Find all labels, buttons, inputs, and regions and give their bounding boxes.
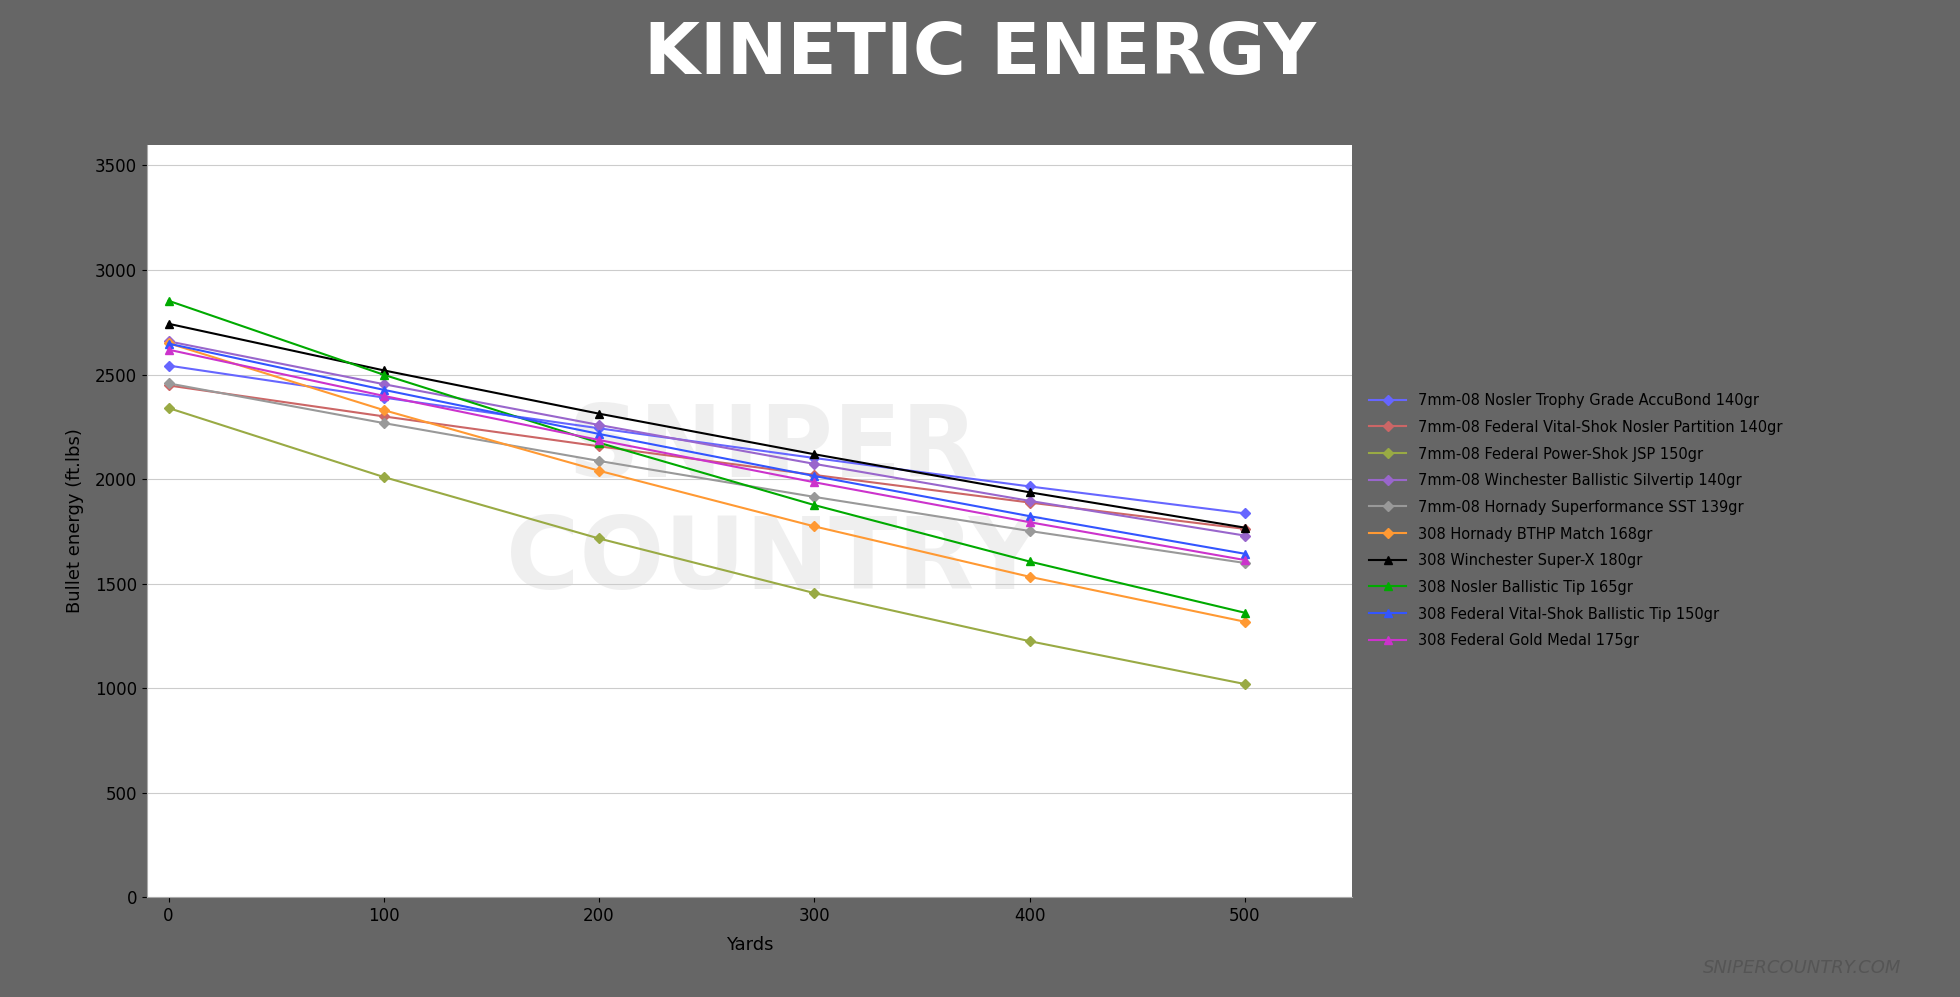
7mm-08 Hornady Superformance SST 139gr bbox=[588, 455, 612, 467]
308 Winchester Super-X 180gr bbox=[802, 449, 825, 461]
308 Nosler Ballistic Tip 165gr bbox=[1017, 555, 1041, 567]
308 Hornady BTHP Match 168gr bbox=[372, 404, 396, 416]
7mm-08 Hornady Superformance SST 139gr bbox=[157, 378, 180, 390]
7mm-08 Hornady Superformance SST 139gr bbox=[802, 491, 825, 502]
7mm-08 Federal Vital-Shok Nosler Partition 140gr bbox=[157, 380, 180, 392]
Line: 7mm-08 Nosler Trophy Grade AccuBond 140gr: 7mm-08 Nosler Trophy Grade AccuBond 140g… bbox=[165, 362, 1249, 516]
7mm-08 Federal Power-Shok JSP 150gr bbox=[588, 532, 612, 544]
308 Winchester Super-X 180gr bbox=[157, 318, 180, 330]
7mm-08 Winchester Ballistic Silvertip 140gr bbox=[588, 419, 612, 431]
Legend: 7mm-08 Nosler Trophy Grade AccuBond 140gr, 7mm-08 Federal Vital-Shok Nosler Part: 7mm-08 Nosler Trophy Grade AccuBond 140g… bbox=[1370, 394, 1782, 648]
Line: 7mm-08 Hornady Superformance SST 139gr: 7mm-08 Hornady Superformance SST 139gr bbox=[165, 380, 1249, 566]
308 Federal Vital-Shok Ballistic Tip 150gr bbox=[802, 470, 825, 482]
308 Federal Gold Medal 175gr bbox=[157, 344, 180, 356]
308 Hornady BTHP Match 168gr bbox=[588, 465, 612, 477]
308 Winchester Super-X 180gr bbox=[588, 408, 612, 420]
308 Winchester Super-X 180gr bbox=[1233, 521, 1256, 533]
Line: 308 Federal Gold Medal 175gr: 308 Federal Gold Medal 175gr bbox=[165, 346, 1249, 564]
X-axis label: Yards: Yards bbox=[725, 936, 774, 954]
Text: KINETIC ENERGY: KINETIC ENERGY bbox=[645, 20, 1315, 90]
7mm-08 Winchester Ballistic Silvertip 140gr bbox=[802, 458, 825, 470]
7mm-08 Federal Vital-Shok Nosler Partition 140gr bbox=[802, 469, 825, 481]
Y-axis label: Bullet energy (ft.lbs): Bullet energy (ft.lbs) bbox=[67, 429, 84, 613]
7mm-08 Winchester Ballistic Silvertip 140gr bbox=[1233, 529, 1256, 541]
308 Hornady BTHP Match 168gr bbox=[1017, 570, 1041, 582]
Line: 308 Federal Vital-Shok Ballistic Tip 150gr: 308 Federal Vital-Shok Ballistic Tip 150… bbox=[165, 339, 1249, 558]
7mm-08 Nosler Trophy Grade AccuBond 140gr bbox=[372, 392, 396, 404]
7mm-08 Hornady Superformance SST 139gr bbox=[372, 417, 396, 429]
7mm-08 Federal Vital-Shok Nosler Partition 140gr bbox=[372, 411, 396, 423]
Line: 7mm-08 Winchester Ballistic Silvertip 140gr: 7mm-08 Winchester Ballistic Silvertip 14… bbox=[165, 338, 1249, 539]
7mm-08 Federal Power-Shok JSP 150gr bbox=[1017, 635, 1041, 647]
308 Nosler Ballistic Tip 165gr bbox=[372, 369, 396, 381]
7mm-08 Federal Power-Shok JSP 150gr bbox=[372, 471, 396, 483]
308 Federal Gold Medal 175gr bbox=[802, 477, 825, 489]
7mm-08 Federal Power-Shok JSP 150gr bbox=[802, 587, 825, 599]
308 Winchester Super-X 180gr bbox=[1017, 487, 1041, 498]
308 Hornady BTHP Match 168gr bbox=[802, 520, 825, 532]
Text: SNIPERCOUNTRY.COM: SNIPERCOUNTRY.COM bbox=[1703, 959, 1901, 977]
Line: 7mm-08 Federal Power-Shok JSP 150gr: 7mm-08 Federal Power-Shok JSP 150gr bbox=[165, 405, 1249, 688]
7mm-08 Hornady Superformance SST 139gr bbox=[1233, 557, 1256, 569]
Line: 308 Hornady BTHP Match 168gr: 308 Hornady BTHP Match 168gr bbox=[165, 340, 1249, 625]
7mm-08 Hornady Superformance SST 139gr bbox=[1017, 525, 1041, 537]
7mm-08 Federal Vital-Shok Nosler Partition 140gr bbox=[1233, 522, 1256, 534]
7mm-08 Nosler Trophy Grade AccuBond 140gr bbox=[588, 423, 612, 435]
Text: SNIPER
COUNTRY: SNIPER COUNTRY bbox=[506, 401, 1041, 610]
7mm-08 Nosler Trophy Grade AccuBond 140gr bbox=[157, 360, 180, 372]
308 Federal Vital-Shok Ballistic Tip 150gr bbox=[157, 338, 180, 350]
308 Nosler Ballistic Tip 165gr bbox=[588, 437, 612, 449]
308 Federal Gold Medal 175gr bbox=[1017, 516, 1041, 528]
7mm-08 Federal Power-Shok JSP 150gr bbox=[1233, 678, 1256, 690]
7mm-08 Nosler Trophy Grade AccuBond 140gr bbox=[802, 452, 825, 464]
308 Nosler Ballistic Tip 165gr bbox=[802, 499, 825, 511]
308 Federal Vital-Shok Ballistic Tip 150gr bbox=[1233, 547, 1256, 559]
308 Federal Vital-Shok Ballistic Tip 150gr bbox=[1017, 510, 1041, 522]
7mm-08 Winchester Ballistic Silvertip 140gr bbox=[157, 335, 180, 347]
Line: 308 Nosler Ballistic Tip 165gr: 308 Nosler Ballistic Tip 165gr bbox=[165, 296, 1249, 617]
308 Federal Vital-Shok Ballistic Tip 150gr bbox=[588, 428, 612, 440]
7mm-08 Winchester Ballistic Silvertip 140gr bbox=[372, 378, 396, 390]
308 Hornady BTHP Match 168gr bbox=[157, 337, 180, 349]
308 Nosler Ballistic Tip 165gr bbox=[1233, 607, 1256, 619]
308 Federal Gold Medal 175gr bbox=[372, 390, 396, 402]
308 Federal Gold Medal 175gr bbox=[588, 434, 612, 446]
308 Winchester Super-X 180gr bbox=[372, 365, 396, 377]
308 Nosler Ballistic Tip 165gr bbox=[157, 295, 180, 307]
Line: 7mm-08 Federal Vital-Shok Nosler Partition 140gr: 7mm-08 Federal Vital-Shok Nosler Partiti… bbox=[165, 382, 1249, 532]
7mm-08 Nosler Trophy Grade AccuBond 140gr bbox=[1017, 481, 1041, 493]
7mm-08 Federal Power-Shok JSP 150gr bbox=[157, 402, 180, 414]
Line: 308 Winchester Super-X 180gr: 308 Winchester Super-X 180gr bbox=[165, 320, 1249, 531]
308 Federal Gold Medal 175gr bbox=[1233, 554, 1256, 566]
7mm-08 Federal Vital-Shok Nosler Partition 140gr bbox=[1017, 497, 1041, 508]
7mm-08 Nosler Trophy Grade AccuBond 140gr bbox=[1233, 507, 1256, 519]
7mm-08 Federal Vital-Shok Nosler Partition 140gr bbox=[588, 441, 612, 453]
308 Hornady BTHP Match 168gr bbox=[1233, 616, 1256, 628]
308 Federal Vital-Shok Ballistic Tip 150gr bbox=[372, 384, 396, 396]
7mm-08 Winchester Ballistic Silvertip 140gr bbox=[1017, 495, 1041, 506]
